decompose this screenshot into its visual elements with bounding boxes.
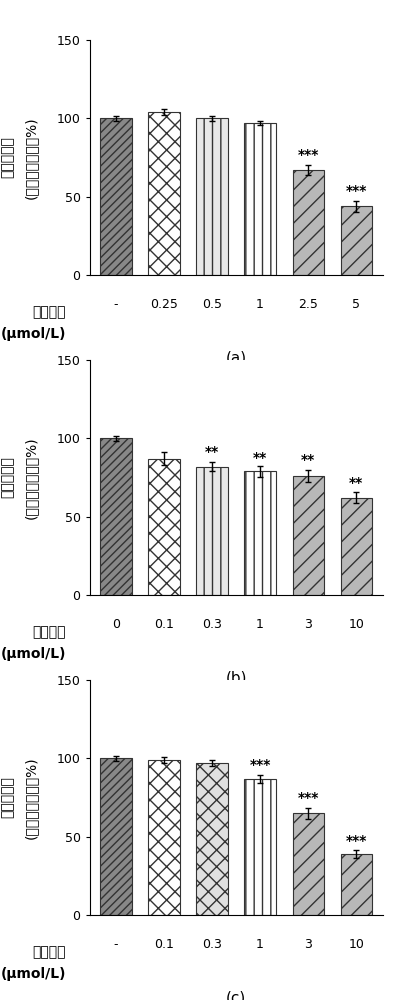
Text: 0: 0 [112, 618, 120, 632]
Bar [197, 763, 228, 915]
Text: 0.3: 0.3 [202, 938, 222, 952]
Text: 异川棹素: 异川棹素 [33, 306, 66, 320]
Text: 细胞存活率: 细胞存活率 [0, 777, 15, 818]
Text: 10: 10 [348, 938, 364, 952]
Text: ***: *** [346, 834, 367, 848]
Bar [293, 170, 324, 275]
Text: -: - [114, 938, 118, 952]
Text: 细胞存活率: 细胞存活率 [0, 457, 15, 498]
Text: 0.1: 0.1 [154, 938, 174, 952]
Text: (给药组比空白组%): (给药组比空白组%) [24, 756, 38, 839]
Text: ***: *** [298, 791, 319, 805]
Text: 0.25: 0.25 [150, 298, 178, 312]
Bar [245, 779, 276, 915]
Bar [245, 471, 276, 595]
Bar [149, 459, 179, 595]
Text: 1: 1 [256, 298, 264, 312]
Text: ***: *** [249, 758, 271, 772]
Text: 异川棹素: 异川棹素 [33, 946, 66, 960]
Text: 1: 1 [256, 938, 264, 952]
Text: 0.5: 0.5 [202, 298, 222, 312]
Text: 2.5: 2.5 [298, 298, 318, 312]
Text: (给药组比空白组%): (给药组比空白组%) [24, 436, 38, 519]
Text: 异川棹素: 异川棹素 [33, 626, 66, 640]
Bar [149, 760, 179, 915]
Text: 3: 3 [304, 618, 312, 632]
Bar [149, 112, 179, 275]
Text: **: ** [253, 451, 267, 465]
Text: **: ** [301, 453, 315, 467]
Text: (μmol/L): (μmol/L) [0, 327, 66, 341]
Text: 1: 1 [256, 618, 264, 632]
Bar [293, 476, 324, 595]
Bar [101, 438, 131, 595]
Bar [245, 123, 276, 275]
Text: (μmol/L): (μmol/L) [0, 647, 66, 661]
Text: 细胞存活率: 细胞存活率 [0, 137, 15, 178]
Bar [341, 206, 372, 275]
Bar [197, 467, 228, 595]
Text: -: - [114, 298, 118, 312]
Text: 0.3: 0.3 [202, 618, 222, 632]
Text: 3: 3 [304, 938, 312, 952]
Bar [341, 854, 372, 915]
Text: 0.1: 0.1 [154, 618, 174, 632]
Text: **: ** [349, 476, 363, 490]
Text: (给药组比空白组%): (给药组比空白组%) [24, 116, 38, 199]
Bar [293, 813, 324, 915]
Bar [101, 118, 131, 275]
Text: 5: 5 [352, 298, 360, 312]
Text: 10: 10 [348, 618, 364, 632]
Text: (a): (a) [225, 350, 247, 365]
Bar [101, 758, 131, 915]
Text: ***: *** [298, 148, 319, 162]
Text: ***: *** [346, 184, 367, 198]
Bar [341, 498, 372, 595]
Bar [197, 118, 228, 275]
Text: (c): (c) [226, 990, 246, 1000]
Text: **: ** [205, 445, 219, 459]
Text: (b): (b) [225, 670, 247, 685]
Text: (μmol/L): (μmol/L) [0, 967, 66, 981]
